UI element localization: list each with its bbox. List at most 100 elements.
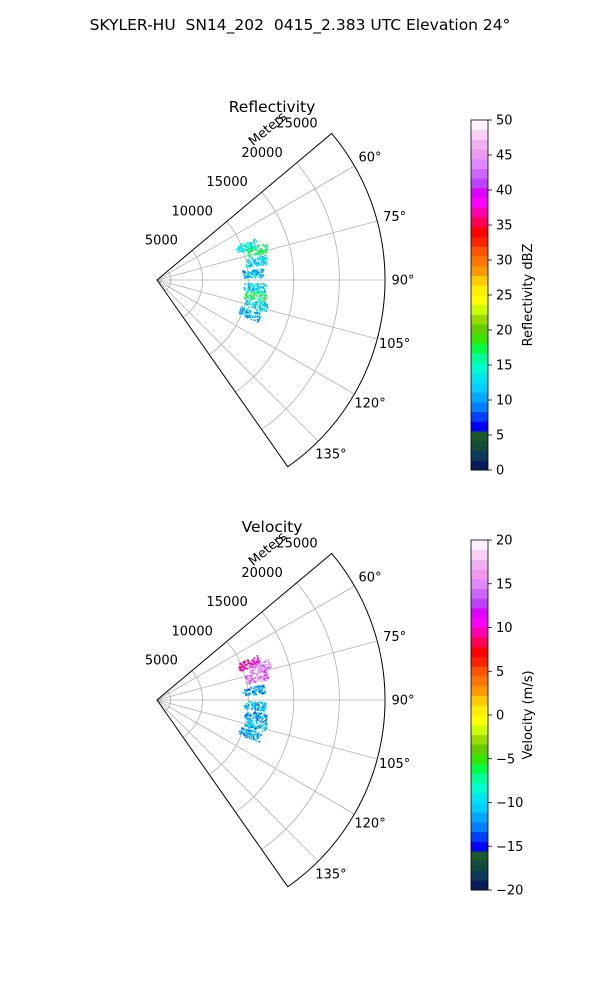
data-point	[248, 732, 251, 735]
data-point	[265, 723, 268, 726]
data-point	[257, 737, 259, 739]
data-point	[251, 730, 253, 732]
data-point	[269, 666, 272, 669]
data-point	[239, 730, 242, 733]
colorbar-segment	[471, 460, 488, 471]
data-point	[243, 274, 245, 276]
data-point	[261, 294, 263, 297]
data-point	[260, 709, 262, 712]
data-point	[268, 665, 271, 667]
data-point	[265, 714, 268, 717]
data-point	[244, 689, 246, 691]
data-point	[250, 733, 253, 736]
data-point	[245, 314, 248, 317]
data-point	[255, 264, 258, 267]
data-point	[265, 285, 268, 287]
colorbar-segment	[471, 363, 488, 374]
data-point	[256, 291, 258, 293]
data-point	[254, 304, 256, 307]
data-point	[254, 662, 257, 664]
data-point	[248, 736, 251, 738]
data-point	[258, 252, 260, 255]
data-point	[266, 674, 268, 676]
data-point	[241, 251, 244, 253]
data-point	[254, 727, 257, 729]
data-point	[264, 254, 267, 257]
data-point	[245, 707, 248, 710]
data-point	[249, 719, 251, 721]
angle-tick-label: 105°	[379, 757, 410, 772]
data-point	[245, 690, 247, 693]
data-point	[267, 658, 270, 661]
data-point	[246, 729, 249, 732]
colorbar-segment	[471, 431, 488, 442]
data-point	[257, 673, 260, 675]
data-point	[238, 665, 241, 668]
data-point	[259, 691, 261, 693]
angle-tick-label: 135°	[315, 867, 346, 882]
data-point	[259, 294, 261, 296]
data-point	[244, 733, 247, 736]
data-point	[248, 272, 251, 275]
data-point	[247, 718, 250, 720]
data-point	[263, 714, 265, 717]
data-point	[266, 679, 268, 681]
data-point	[251, 270, 254, 272]
data-point	[257, 283, 260, 285]
data-point	[252, 706, 254, 708]
data-point	[263, 287, 265, 290]
data-point	[252, 680, 255, 682]
data-point	[261, 268, 264, 271]
data-point	[262, 304, 264, 307]
data-point	[243, 691, 246, 694]
data-point	[253, 260, 256, 263]
data-point	[263, 692, 266, 694]
data-point	[261, 680, 263, 682]
data-point	[253, 262, 256, 264]
colorbar-tick-label: 40	[496, 184, 513, 199]
data-point	[262, 669, 264, 671]
colorbar-segment	[471, 627, 488, 638]
data-point	[258, 740, 261, 743]
colorbar-segment	[471, 783, 488, 794]
data-point	[264, 719, 267, 722]
data-point	[259, 720, 262, 723]
range-gridline	[235, 611, 295, 813]
data-point	[261, 257, 264, 260]
angle-gridline	[156, 585, 355, 701]
data-point	[264, 722, 267, 725]
data-point	[256, 263, 258, 266]
data-point	[252, 672, 255, 675]
data-point	[250, 318, 253, 321]
angle-tick-label: 60°	[359, 151, 382, 166]
data-point	[259, 688, 262, 690]
data-point	[255, 312, 257, 314]
data-point	[255, 273, 258, 276]
colorbar-segment	[471, 588, 488, 599]
data-point	[255, 720, 258, 722]
colorbar-segment	[471, 821, 488, 833]
data-point	[263, 675, 266, 677]
data-point	[248, 726, 251, 728]
colorbar-tick-label: 15	[496, 577, 513, 592]
data-point	[248, 271, 251, 274]
data-point	[249, 261, 252, 263]
colorbar-segment	[471, 763, 488, 774]
data-point	[254, 679, 257, 682]
data-point	[248, 265, 251, 268]
data-point	[249, 272, 252, 274]
data-point	[239, 663, 241, 665]
data-point	[255, 715, 258, 718]
data-point	[248, 256, 251, 258]
data-point	[259, 675, 262, 677]
colorbar-segment	[471, 178, 488, 189]
data-point	[252, 303, 255, 306]
colorbar-segment	[471, 256, 488, 267]
data-point	[243, 307, 246, 310]
data-point	[241, 243, 244, 245]
data-point	[254, 706, 257, 708]
data-point	[251, 248, 254, 250]
data-point	[248, 262, 251, 264]
data-point	[262, 250, 265, 253]
data-point	[240, 732, 243, 734]
